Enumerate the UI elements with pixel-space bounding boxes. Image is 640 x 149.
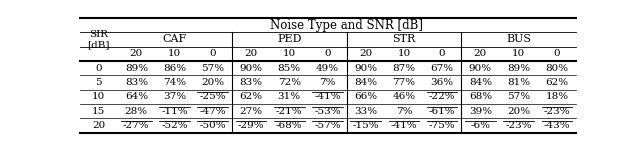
Text: -43%: -43% xyxy=(543,121,570,130)
Text: 89%: 89% xyxy=(507,64,530,73)
Text: -41%: -41% xyxy=(390,121,417,130)
Text: 77%: 77% xyxy=(392,78,415,87)
Text: 10: 10 xyxy=(168,49,181,58)
Text: 20%: 20% xyxy=(507,107,530,116)
Text: 64%: 64% xyxy=(125,92,148,101)
Text: SIR
[dB]: SIR [dB] xyxy=(87,30,110,49)
Text: 31%: 31% xyxy=(278,92,301,101)
Text: 57%: 57% xyxy=(507,92,530,101)
Text: 0: 0 xyxy=(324,49,331,58)
Text: 7%: 7% xyxy=(396,107,412,116)
Text: -23%: -23% xyxy=(543,107,570,116)
Text: 62%: 62% xyxy=(545,78,568,87)
Text: 72%: 72% xyxy=(278,78,301,87)
Text: -21%: -21% xyxy=(276,107,303,116)
Text: -41%: -41% xyxy=(314,92,340,101)
Text: 5: 5 xyxy=(95,78,102,87)
Text: 33%: 33% xyxy=(354,107,377,116)
Text: 84%: 84% xyxy=(354,78,377,87)
Text: -53%: -53% xyxy=(314,107,340,116)
Text: 83%: 83% xyxy=(125,78,148,87)
Text: 20: 20 xyxy=(244,49,258,58)
Text: -52%: -52% xyxy=(161,121,188,130)
Text: 0: 0 xyxy=(554,49,560,58)
Text: BUS: BUS xyxy=(506,34,531,44)
Text: -47%: -47% xyxy=(200,107,226,116)
Text: -22%: -22% xyxy=(429,92,456,101)
Text: -27%: -27% xyxy=(123,121,150,130)
Text: 0: 0 xyxy=(439,49,445,58)
Text: 20: 20 xyxy=(359,49,372,58)
Text: 7%: 7% xyxy=(319,78,336,87)
Text: 85%: 85% xyxy=(278,64,301,73)
Text: 66%: 66% xyxy=(354,92,377,101)
Text: 0: 0 xyxy=(209,49,216,58)
Text: 37%: 37% xyxy=(163,92,186,101)
Text: 20: 20 xyxy=(92,121,105,130)
Text: 90%: 90% xyxy=(239,64,262,73)
Text: 57%: 57% xyxy=(201,64,225,73)
Text: 20: 20 xyxy=(474,49,487,58)
Text: 86%: 86% xyxy=(163,64,186,73)
Text: 39%: 39% xyxy=(469,107,492,116)
Text: 89%: 89% xyxy=(125,64,148,73)
Text: 20%: 20% xyxy=(201,78,225,87)
Text: -15%: -15% xyxy=(353,121,379,130)
Text: 81%: 81% xyxy=(507,78,530,87)
Text: -29%: -29% xyxy=(237,121,264,130)
Text: 90%: 90% xyxy=(469,64,492,73)
Text: 18%: 18% xyxy=(545,92,568,101)
Text: STR: STR xyxy=(392,34,415,44)
Text: Noise Type and SNR [dB]: Noise Type and SNR [dB] xyxy=(270,19,423,32)
Text: -6%: -6% xyxy=(470,121,490,130)
Text: 62%: 62% xyxy=(239,92,262,101)
Text: 28%: 28% xyxy=(125,107,148,116)
Text: 46%: 46% xyxy=(392,92,415,101)
Text: 84%: 84% xyxy=(469,78,492,87)
Text: 83%: 83% xyxy=(239,78,262,87)
Text: -11%: -11% xyxy=(161,107,188,116)
Text: -25%: -25% xyxy=(200,92,226,101)
Text: 80%: 80% xyxy=(545,64,568,73)
Text: 68%: 68% xyxy=(469,92,492,101)
Text: -57%: -57% xyxy=(314,121,340,130)
Text: CAF: CAF xyxy=(163,34,187,44)
Text: 67%: 67% xyxy=(431,64,454,73)
Text: 10: 10 xyxy=(397,49,411,58)
Text: 15: 15 xyxy=(92,107,105,116)
Text: 10: 10 xyxy=(92,92,105,101)
Text: -23%: -23% xyxy=(506,121,532,130)
Text: 0: 0 xyxy=(95,64,102,73)
Text: 49%: 49% xyxy=(316,64,339,73)
Text: 27%: 27% xyxy=(239,107,262,116)
Text: 87%: 87% xyxy=(392,64,415,73)
Text: PED: PED xyxy=(277,34,301,44)
Text: 10: 10 xyxy=(512,49,525,58)
Text: -50%: -50% xyxy=(200,121,226,130)
Text: -75%: -75% xyxy=(429,121,456,130)
Text: -61%: -61% xyxy=(429,107,456,116)
Text: 74%: 74% xyxy=(163,78,186,87)
Text: 20: 20 xyxy=(130,49,143,58)
Text: -68%: -68% xyxy=(276,121,303,130)
Text: 36%: 36% xyxy=(431,78,454,87)
Text: 90%: 90% xyxy=(354,64,377,73)
Text: 10: 10 xyxy=(283,49,296,58)
